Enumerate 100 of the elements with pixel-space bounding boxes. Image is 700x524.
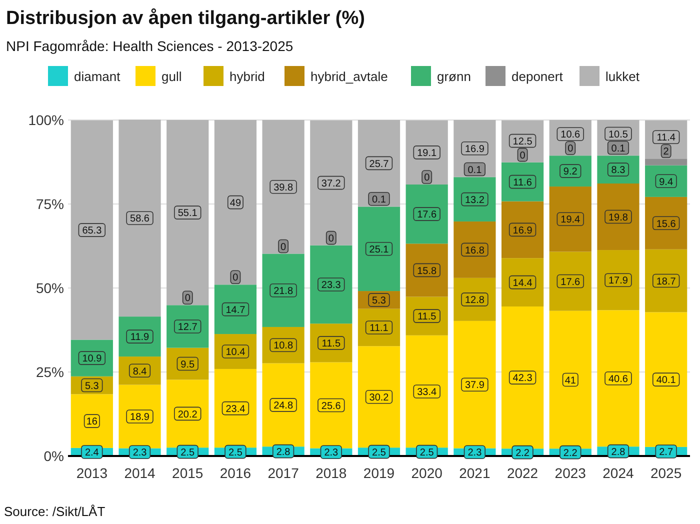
x-tick-label: 2024 [602, 465, 634, 481]
data-label: 49 [230, 198, 242, 209]
data-label: 55.1 [178, 208, 198, 220]
x-tick-label: 2013 [76, 465, 108, 481]
data-label: 23.4 [226, 404, 246, 415]
data-label: 39.8 [274, 182, 294, 194]
data-label: 25.6 [321, 400, 342, 412]
data-label: 58.6 [130, 214, 150, 225]
data-label: 15.6 [656, 218, 676, 230]
data-label: 41 [564, 375, 576, 386]
data-label: 24.8 [274, 400, 294, 412]
data-label: 0 [520, 150, 526, 162]
data-label: 20.2 [178, 409, 198, 420]
x-tick-label: 2016 [220, 465, 252, 481]
x-tick-label: 2020 [411, 465, 443, 481]
y-tick-label: 75% [36, 196, 64, 212]
data-label: 16.8 [464, 245, 485, 256]
data-label: 0.1 [468, 164, 482, 176]
data-label: 65.3 [82, 226, 102, 237]
data-label: 37.9 [464, 380, 485, 392]
data-label: 0 [328, 233, 334, 244]
data-label: 16.9 [464, 144, 485, 155]
data-label: 10.8 [274, 340, 294, 352]
data-label: 37.2 [321, 178, 342, 190]
y-tick-label: 50% [36, 280, 64, 296]
x-tick-label: 2015 [172, 465, 204, 481]
data-label: 2.2 [563, 448, 578, 459]
data-label: 2 [663, 146, 670, 158]
x-tick-label: 2014 [124, 465, 156, 481]
data-label: 25.1 [369, 244, 390, 256]
data-label: 14.7 [226, 304, 246, 316]
data-label: 12.7 [178, 322, 198, 334]
data-label: 11.1 [370, 323, 389, 334]
data-label: 2.5 [420, 447, 434, 458]
data-label: 17.6 [560, 276, 581, 288]
data-label: 10.4 [226, 347, 246, 358]
data-label: 0.1 [611, 143, 626, 154]
data-label: 25.7 [369, 158, 390, 170]
data-label: 19.4 [560, 214, 581, 226]
data-label: 17.6 [417, 210, 438, 221]
x-tick-label: 2022 [506, 465, 538, 481]
data-label: 16 [86, 416, 98, 428]
data-label: 2.2 [516, 448, 530, 459]
data-label: 42.3 [512, 373, 533, 384]
source-note: Source: /Sikt/LÅT [4, 504, 106, 519]
data-label: 2.7 [659, 447, 674, 458]
legend-label: hybrid_avtale [310, 69, 388, 84]
chart-subtitle: NPI Fagområde: Health Sciences - 2013-2025 [6, 38, 294, 54]
data-label: 0.1 [372, 194, 386, 206]
data-label: 9.4 [659, 176, 674, 188]
data-label: 0 [424, 172, 430, 184]
x-tick-label: 2017 [268, 465, 300, 481]
legend-label: grønn [437, 69, 471, 84]
x-tick-label: 2018 [316, 465, 347, 481]
data-label: 11.6 [513, 177, 532, 188]
data-label: 10.9 [82, 354, 102, 365]
data-label: 12.8 [464, 295, 485, 306]
data-label: 15.8 [417, 266, 438, 277]
chart-title: Distribusjon av åpen tilgang-artikler (%) [6, 8, 365, 29]
data-label: 40.1 [656, 375, 676, 386]
data-label: 16.9 [512, 225, 533, 236]
data-label: 30.2 [369, 392, 390, 404]
data-label: 8.3 [611, 165, 626, 176]
legend-label: gull [162, 69, 182, 84]
data-label: 11.5 [322, 338, 341, 350]
data-label: 17.9 [608, 276, 628, 287]
data-label: 2.5 [180, 447, 195, 458]
data-label: 11.9 [130, 332, 150, 344]
legend-label: lukket [606, 69, 640, 84]
x-tick-label: 2019 [363, 465, 395, 481]
legend-label: hybrid [230, 69, 265, 84]
data-label: 10.5 [608, 129, 628, 140]
data-label: 40.6 [608, 374, 628, 385]
data-label: 23.3 [321, 280, 342, 292]
x-tick-label: 2023 [554, 465, 586, 481]
y-tick-label: 0% [44, 448, 64, 464]
data-label: 13.2 [464, 194, 485, 206]
data-label: 0 [280, 242, 287, 253]
x-tick-label: 2021 [459, 465, 490, 481]
data-label: 19.1 [417, 148, 438, 160]
data-label: 8.4 [132, 366, 148, 378]
data-label: 5.3 [372, 296, 386, 307]
data-label: 14.4 [512, 278, 533, 289]
y-tick-label: 25% [36, 364, 64, 380]
data-label: 33.4 [417, 387, 438, 398]
data-label: 10.6 [560, 130, 581, 141]
data-label: 18.7 [656, 276, 676, 288]
data-label: 2.8 [276, 446, 291, 458]
data-label: 2.3 [132, 448, 148, 459]
data-label: 12.5 [512, 136, 533, 148]
data-label: 21.8 [274, 286, 294, 297]
data-label: 2.8 [611, 446, 626, 458]
data-label: 9.5 [180, 359, 195, 370]
data-label: 0 [568, 144, 574, 155]
data-label: 18.9 [130, 412, 150, 424]
data-label: 9.2 [563, 166, 578, 178]
legend-label: deponert [512, 69, 564, 84]
data-label: 19.8 [608, 212, 628, 224]
y-tick-label: 100% [28, 112, 64, 128]
data-label: 5.3 [84, 380, 100, 392]
